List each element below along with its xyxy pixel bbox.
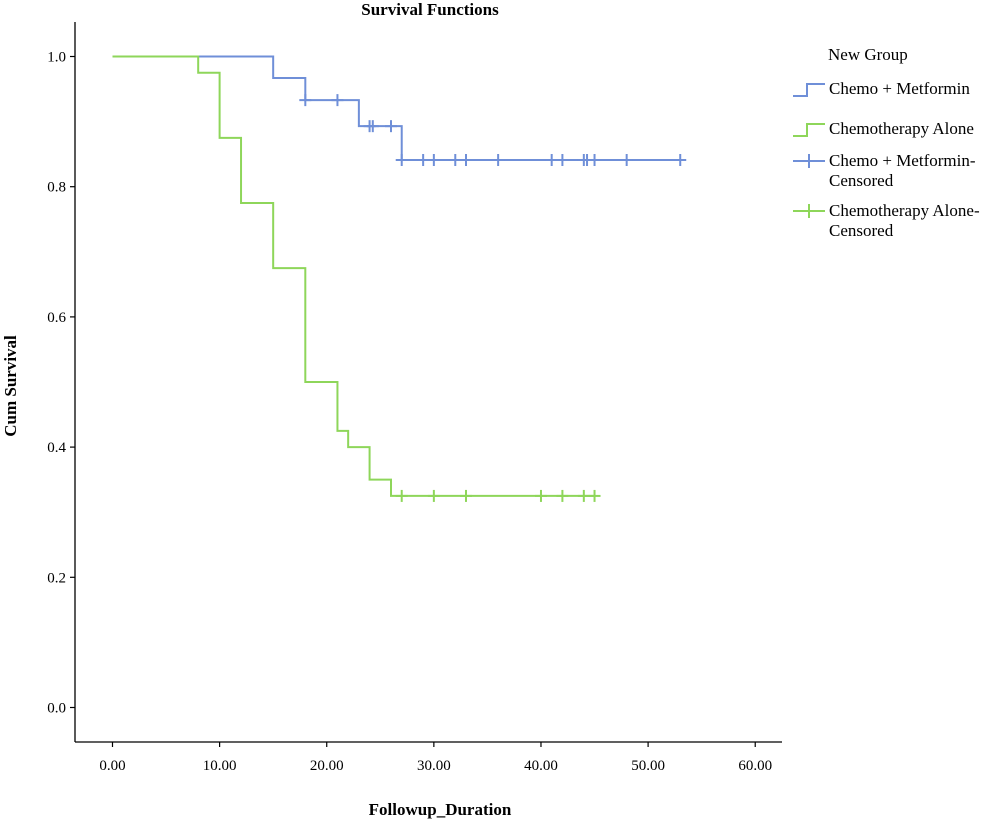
plot-area: 0.0 0.2 0.4 0.6 0.8 1.0 0.00 10.00 20.00 30.00 40.… (47, 22, 782, 774)
censor-mark-chemo-metformin (588, 154, 601, 167)
series-line-chemotherapy-alone (112, 55, 595, 497)
censor-mark-chemotherapy-alone (556, 489, 569, 502)
x-tick-label: 40.00 (524, 758, 558, 774)
x-tick-label: 10.00 (203, 758, 237, 774)
legend-label: Chemotherapy Alone- (829, 201, 980, 220)
legend-entry: Chemotherapy Alone-Censored (793, 201, 980, 240)
censor-mark-chemotherapy-alone (534, 489, 547, 502)
censor-mark-chemotherapy-alone (427, 489, 440, 502)
censor-mark-chemo-metformin (492, 154, 505, 167)
censor-mark-chemo-metformin (459, 154, 472, 167)
legend-label: Censored (829, 221, 894, 240)
censor-mark-chemo-metformin (299, 94, 312, 107)
censor-mark-chemo-metformin (385, 120, 398, 133)
y-tick-label: 0.0 (47, 700, 66, 716)
legend-entry: Chemo + Metformin (793, 79, 970, 98)
x-tick-label: 50.00 (631, 758, 665, 774)
x-tick-label: 30.00 (417, 758, 451, 774)
censor-mark-chemo-metformin (449, 154, 462, 167)
legend-label: Censored (829, 171, 894, 190)
x-tick-label: 0.00 (99, 758, 125, 774)
legend-label: Chemotherapy Alone (829, 119, 974, 138)
censor-mark-chemo-metformin (620, 154, 633, 167)
censor-mark-chemotherapy-alone (577, 489, 590, 502)
censor-mark-chemotherapy-alone (459, 489, 472, 502)
x-tick-label: 60.00 (738, 758, 772, 774)
legend-label: Chemo + Metformin- (829, 151, 976, 170)
censor-mark-chemo-metformin (331, 94, 344, 107)
legend-swatch-step (793, 123, 825, 137)
legend-label: Chemo + Metformin (829, 79, 970, 98)
censor-mark-chemo-metformin (674, 154, 687, 167)
censor-mark-chemotherapy-alone (395, 489, 408, 502)
x-tick-label: 20.00 (310, 758, 344, 774)
y-tick-label: 0.6 (47, 310, 66, 326)
y-tick-label: 0.4 (47, 440, 66, 456)
legend: New Group Chemo + Metformin Chemotherapy … (793, 45, 980, 240)
legend-title: New Group (828, 45, 908, 64)
censor-mark-chemotherapy-alone (588, 489, 601, 502)
censor-mark-chemo-metformin (556, 154, 569, 167)
censor-mark-chemo-metformin (545, 154, 558, 167)
censor-mark-chemo-metformin (395, 154, 408, 167)
y-tick-label: 0.2 (47, 570, 66, 586)
censor-mark-chemo-metformin (366, 120, 379, 133)
censor-mark-chemo-metformin (417, 154, 430, 167)
x-axis-title: Followup_Duration (369, 800, 512, 819)
censor-mark-chemo-metformin (427, 154, 440, 167)
y-axis-title: Cum Survival (1, 335, 20, 437)
y-tick-label: 1.0 (47, 50, 66, 66)
chart-title: Survival Functions (361, 0, 499, 19)
legend-swatch-step (793, 83, 825, 97)
legend-entry: Chemo + Metformin-Censored (793, 151, 976, 190)
legend-entry: Chemotherapy Alone (793, 119, 974, 138)
y-tick-label: 0.8 (47, 180, 66, 196)
